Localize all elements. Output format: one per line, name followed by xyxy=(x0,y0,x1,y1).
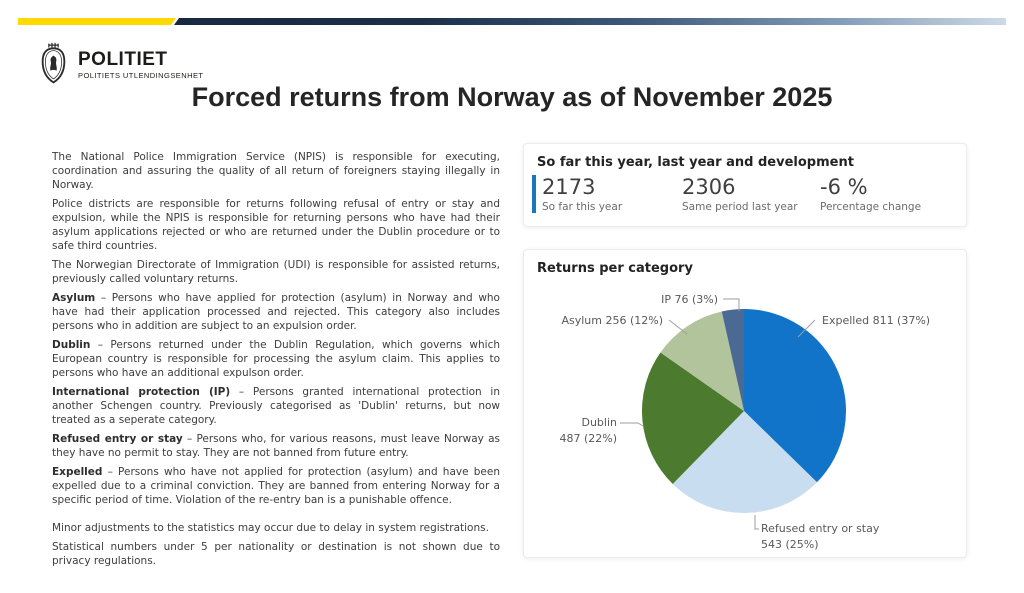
pie-callout-line xyxy=(723,298,740,311)
kpi-label: Same period last year xyxy=(682,201,798,213)
pie-slice-expelled xyxy=(744,309,846,483)
paragraph: Expelled – Persons who have not applied … xyxy=(52,466,500,506)
pie-label-dublin: Dublin 487 (22%) xyxy=(559,416,617,445)
police-crest-icon xyxy=(38,42,69,88)
kpi-value: 2173 xyxy=(542,175,596,199)
paragraph: The National Police Immigration Service … xyxy=(52,151,500,191)
top-accent-bar xyxy=(0,18,1024,25)
definitions-text: The National Police Immigration Service … xyxy=(52,150,500,573)
kpi-value: 2306 xyxy=(682,175,736,199)
paragraph: Police districts are responsible for ret… xyxy=(52,198,500,252)
pie-label-asylum: Asylum 256 (12%) xyxy=(561,314,663,327)
logo-subtitle: POLITIETS UTLENDINGSENHET xyxy=(78,71,204,80)
kpi-label: Percentage change xyxy=(820,201,922,213)
top-bar-gradient-segment xyxy=(174,18,1006,25)
paragraph: Refused entry or stay – Persons who, for… xyxy=(52,433,500,459)
kpi-label: So far this year xyxy=(542,201,623,213)
top-bar-yellow-segment xyxy=(18,18,176,25)
pie-slice-dublin xyxy=(641,352,744,484)
pie-label-ip: IP 76 (3%) xyxy=(661,293,718,306)
pie-chart-svg: Expelled 811 (37%) Refused entry or stay 5… xyxy=(559,293,930,551)
pie-callout-line xyxy=(668,319,688,335)
pie-slice-ip xyxy=(721,309,744,411)
paragraph: Statistical numbers under 5 per national… xyxy=(52,541,500,567)
logo-text: POLITIET POLITIETS UTLENDINGSENHET xyxy=(78,42,203,80)
kpi-stats: 2173 So far this year 2306 Same period last… xyxy=(524,170,966,213)
paragraph: International protection (IP) – Persons … xyxy=(52,386,501,426)
pie-callout-line xyxy=(797,319,816,338)
pie-slice-refused-entry-or-stay xyxy=(672,411,817,513)
returns-category-card: Returns per category Expelled 811 (37%) R… xyxy=(523,249,967,558)
pie-callout-line xyxy=(754,515,759,530)
chart-card-title: Returns per category xyxy=(537,261,693,276)
paragraph: The Norwegian Directorate of Immigration… xyxy=(52,259,500,285)
kpi-card-title: So far this year, last year and developm… xyxy=(537,155,854,170)
kpi-stat: 2306 Same period last year xyxy=(682,175,820,213)
pie-label-refused-entry-or-stay: Refused entry or stay 543 (25%) xyxy=(761,522,880,551)
pie-slice-asylum xyxy=(660,311,744,411)
kpi-card: So far this year, last year and developm… xyxy=(523,143,967,227)
kpi-stat: 2173 So far this year xyxy=(532,175,682,213)
pie-label-expelled: Expelled 811 (37%) xyxy=(822,314,930,327)
logo-name: POLITIET xyxy=(78,49,168,70)
kpi-value: -6 % xyxy=(820,175,868,199)
kpi-stat: -6 % Percentage change xyxy=(820,175,921,213)
paragraph: Dublin – Persons returned under the Dubl… xyxy=(52,339,500,379)
page-title: Forced returns from Norway as of Novembe… xyxy=(191,82,833,112)
paragraph: Asylum – Persons who have applied for pr… xyxy=(52,292,500,332)
pie-callout-line xyxy=(620,422,644,427)
paragraph: Minor adjustments to the statistics may … xyxy=(52,522,489,534)
politiet-logo: POLITIET POLITIETS UTLENDINGSENHET xyxy=(38,42,203,88)
